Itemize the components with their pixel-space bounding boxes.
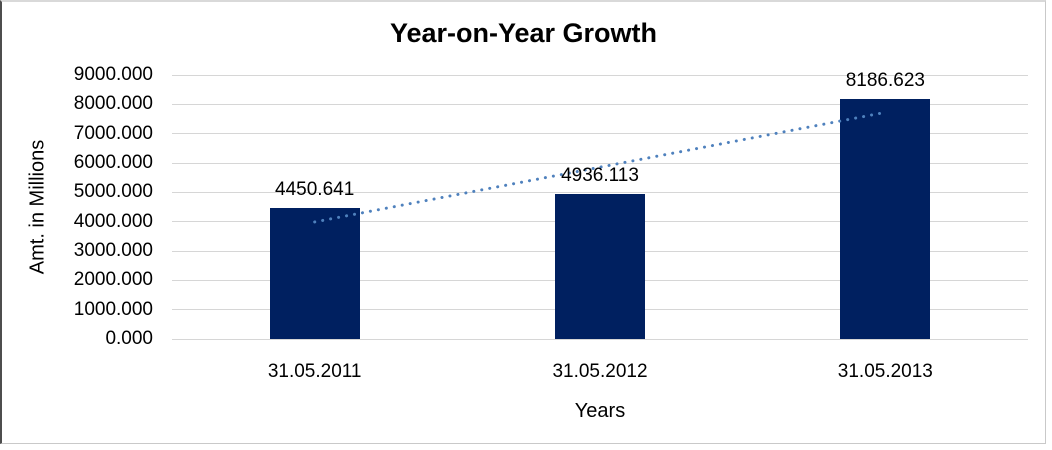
gridline xyxy=(172,74,1028,76)
plot-area xyxy=(172,74,1028,340)
y-tick-label: 8000.000 xyxy=(73,93,153,115)
x-tick-label: 31.05.2012 xyxy=(552,361,648,382)
y-tick-label: 2000.000 xyxy=(73,269,153,291)
y-tick-label: 6000.000 xyxy=(73,152,153,173)
bar xyxy=(269,208,360,339)
trendline xyxy=(313,110,887,224)
y-tick-label: 5000.000 xyxy=(73,181,153,203)
bar xyxy=(840,98,931,339)
y-tick-label: 0.000 xyxy=(105,328,153,349)
y-tick-label: 1000.000 xyxy=(73,298,153,320)
bar-value-label: 4936.113 xyxy=(561,165,639,187)
bar xyxy=(555,194,645,339)
gridline xyxy=(172,162,1028,164)
bar-value-label: 4450.641 xyxy=(275,179,355,201)
y-tick-label: 4000.000 xyxy=(73,210,153,232)
gridline xyxy=(172,191,1028,193)
x-tick-label: 31.05.2013 xyxy=(837,361,933,382)
x-tick-label: 31.05.2011 xyxy=(267,361,362,382)
gridline xyxy=(172,338,1028,340)
x-axis-title: Years xyxy=(574,400,626,422)
gridline xyxy=(172,103,1028,105)
gridline xyxy=(172,133,1028,135)
chart-title: Year-on-Year Growth xyxy=(389,18,658,48)
y-tick-label: 7000.000 xyxy=(73,122,153,144)
bar-value-label: 8186.623 xyxy=(845,69,925,91)
y-tick-label: 3000.000 xyxy=(73,240,153,261)
y-tick-label: 9000.000 xyxy=(73,64,153,85)
